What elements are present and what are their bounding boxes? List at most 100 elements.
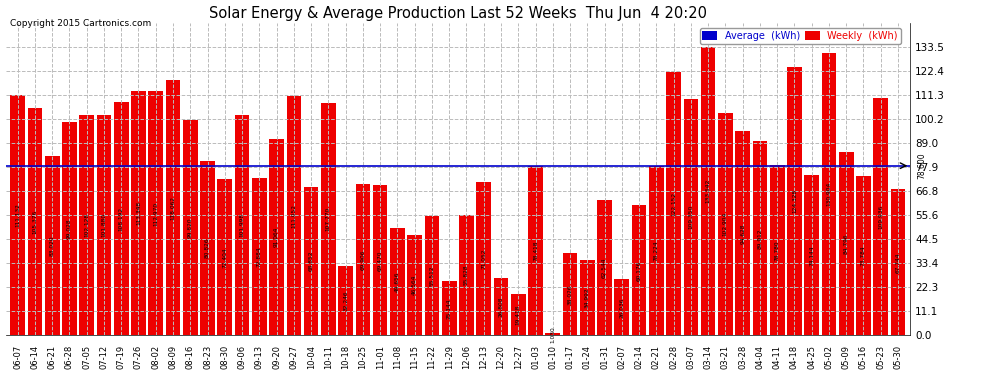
Text: 109.936: 109.936: [878, 205, 883, 229]
Text: 32.246: 32.246: [344, 290, 348, 311]
Text: Copyright 2015 Cartronics.com: Copyright 2015 Cartronics.com: [10, 19, 151, 28]
Bar: [666, 72, 681, 336]
Text: 124.328: 124.328: [792, 189, 797, 213]
Bar: [580, 260, 595, 336]
Text: 69.906: 69.906: [360, 250, 365, 270]
Bar: [476, 182, 491, 336]
Legend: Average  (kWh), Weekly  (kWh): Average (kWh), Weekly (kWh): [700, 28, 901, 44]
Bar: [252, 178, 266, 336]
Text: 74.144: 74.144: [809, 245, 814, 266]
Bar: [649, 166, 663, 336]
Text: 102.904: 102.904: [723, 212, 728, 237]
Bar: [114, 102, 129, 336]
Text: 55.512: 55.512: [430, 265, 435, 286]
Bar: [304, 187, 319, 336]
Text: 71.052: 71.052: [481, 249, 486, 269]
Text: 113.348: 113.348: [136, 201, 141, 225]
Bar: [407, 235, 422, 336]
Text: 68.852: 68.852: [309, 251, 314, 272]
Text: 67.744: 67.744: [896, 252, 901, 273]
Text: 111.132: 111.132: [15, 204, 20, 227]
Text: 102.128: 102.128: [84, 213, 89, 237]
Bar: [511, 294, 526, 336]
Bar: [562, 254, 577, 336]
Bar: [269, 139, 284, 336]
Bar: [28, 108, 43, 336]
Text: 83.020: 83.020: [50, 236, 54, 256]
Text: 91.064: 91.064: [274, 227, 279, 247]
Bar: [97, 116, 111, 336]
Title: Solar Energy & Average Production Last 52 Weeks  Thu Jun  4 20:20: Solar Energy & Average Production Last 5…: [209, 6, 707, 21]
Bar: [321, 103, 336, 336]
Text: 84.796: 84.796: [843, 234, 848, 254]
Text: 109.350: 109.350: [688, 205, 693, 230]
Bar: [218, 179, 232, 336]
Bar: [787, 67, 802, 336]
Text: 78.780: 78.780: [775, 240, 780, 261]
Bar: [286, 96, 301, 336]
Bar: [10, 95, 25, 336]
Bar: [235, 115, 249, 336]
Bar: [494, 278, 508, 336]
Text: 101.880: 101.880: [101, 213, 107, 237]
Text: 89.912: 89.912: [757, 228, 762, 249]
Text: 55.828: 55.828: [464, 265, 469, 285]
Text: 107.770: 107.770: [326, 207, 331, 231]
Text: 80.826: 80.826: [205, 238, 210, 258]
Bar: [873, 98, 888, 336]
Bar: [131, 91, 146, 336]
Bar: [683, 99, 698, 336]
Text: 133.542: 133.542: [706, 179, 711, 203]
Text: 49.656: 49.656: [395, 272, 400, 292]
Bar: [45, 156, 59, 336]
Text: 26.808: 26.808: [499, 296, 504, 317]
Bar: [597, 200, 612, 336]
Text: 99.820: 99.820: [188, 217, 193, 238]
Text: 78.418: 78.418: [533, 240, 538, 261]
Text: 25.144: 25.144: [446, 298, 451, 319]
Bar: [373, 185, 387, 336]
Text: 72.884: 72.884: [256, 246, 261, 267]
Text: 94.628: 94.628: [741, 223, 745, 243]
Bar: [770, 165, 784, 336]
Text: 1.030: 1.030: [550, 326, 555, 343]
Text: 78.600: 78.600: [917, 152, 926, 179]
Bar: [736, 131, 750, 336]
Text: 101.998: 101.998: [240, 213, 245, 237]
Bar: [615, 279, 630, 336]
Text: 99.028: 99.028: [67, 218, 72, 239]
Bar: [79, 115, 94, 336]
Text: 62.544: 62.544: [602, 258, 607, 278]
Text: 60.176: 60.176: [637, 260, 642, 280]
Bar: [822, 53, 837, 336]
Bar: [459, 215, 474, 336]
Bar: [632, 206, 646, 336]
Text: 26.036: 26.036: [620, 297, 625, 318]
Bar: [62, 122, 77, 336]
Text: 118.062: 118.062: [170, 196, 175, 220]
Bar: [165, 81, 180, 336]
Bar: [529, 166, 543, 336]
Bar: [200, 161, 215, 336]
Bar: [442, 281, 456, 336]
Bar: [752, 141, 767, 336]
Text: 78.224: 78.224: [653, 241, 659, 261]
Text: 46.564: 46.564: [412, 275, 417, 296]
Bar: [856, 176, 871, 336]
Text: 108.192: 108.192: [119, 207, 124, 231]
Bar: [701, 47, 716, 336]
Bar: [805, 175, 819, 336]
Text: 112.970: 112.970: [153, 201, 158, 225]
Bar: [355, 184, 370, 336]
Bar: [425, 216, 440, 336]
Text: 122.152: 122.152: [671, 192, 676, 216]
Bar: [545, 333, 560, 336]
Bar: [339, 266, 353, 336]
Bar: [718, 113, 733, 336]
Bar: [891, 189, 906, 336]
Text: 73.784: 73.784: [861, 246, 866, 266]
Text: 38.026: 38.026: [567, 284, 572, 304]
Text: 34.992: 34.992: [585, 287, 590, 308]
Bar: [390, 228, 405, 336]
Text: 111.052: 111.052: [291, 204, 296, 228]
